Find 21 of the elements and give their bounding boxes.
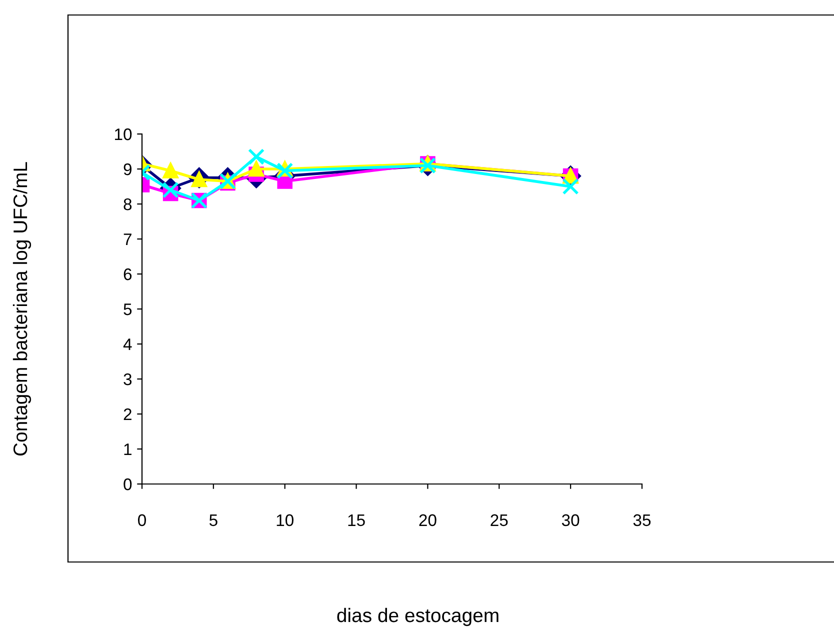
y-tick-label: 1	[124, 444, 132, 456]
x-tick-label: 20	[419, 514, 436, 526]
x-tick-label: 25	[490, 514, 508, 526]
y-tick-label: 0	[124, 478, 132, 490]
x-tick-label: 5	[209, 514, 218, 526]
x-tick-label: 10	[276, 514, 294, 526]
x-tick-label: 0	[138, 514, 146, 526]
y-tick-label: 5	[124, 304, 132, 316]
y-tick-label: 9	[124, 163, 132, 176]
y-tick-label: 6	[124, 268, 132, 280]
x-tick-label: 30	[562, 514, 580, 526]
y-tick-label: 2	[124, 408, 132, 420]
y-tick-label: 3	[124, 373, 132, 386]
x-axis-title: dias de estocagem	[337, 608, 498, 626]
y-tick-label: 7	[124, 234, 132, 246]
y-tick-label: 8	[124, 198, 132, 210]
x-tick-label: 35	[633, 514, 651, 526]
y-tick-label: 4	[123, 338, 132, 350]
x-tick-label: 15	[348, 514, 365, 526]
y-tick-label: 10	[115, 128, 132, 140]
y-axis-title: Contagem bacteriana log UFC/mL	[12, 162, 32, 456]
